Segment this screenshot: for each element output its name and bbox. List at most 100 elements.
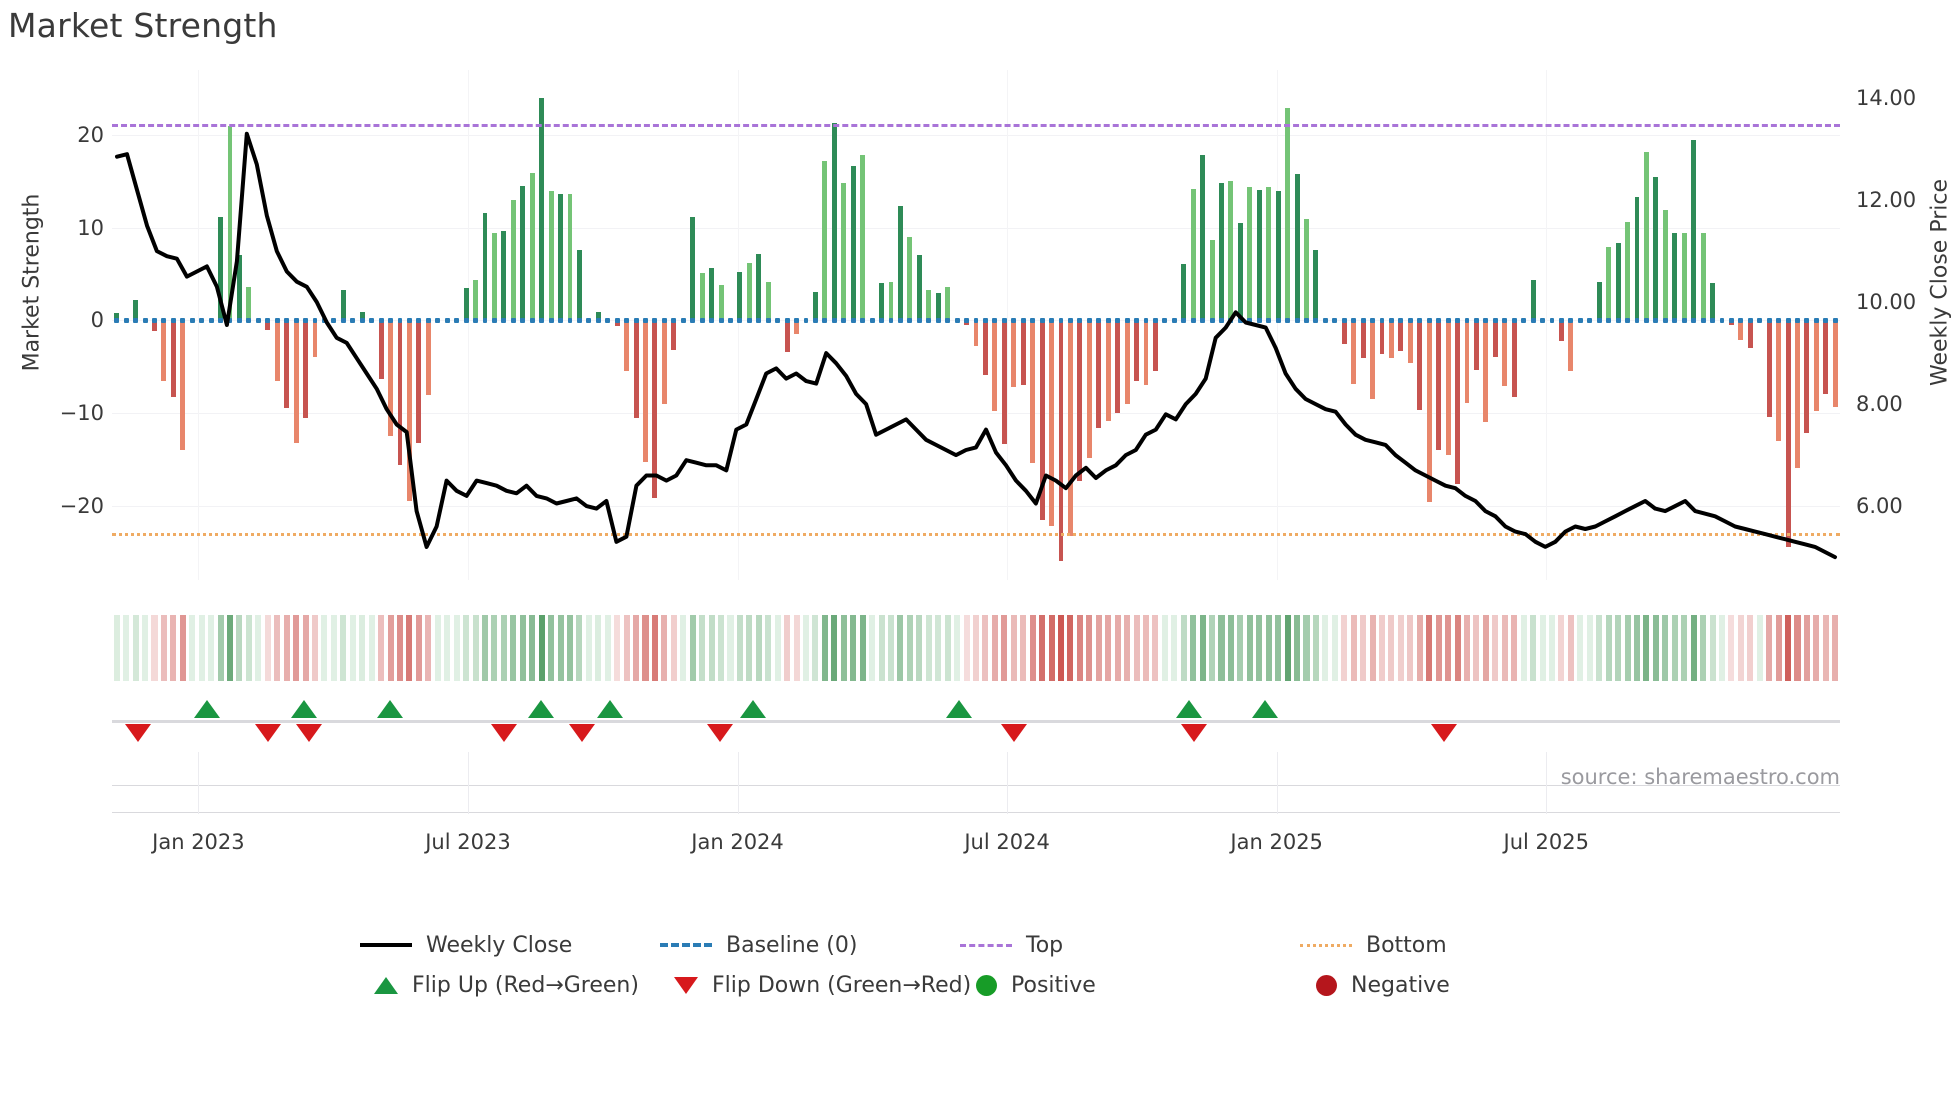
- heat-cell-positive: [1190, 615, 1197, 681]
- bar-positive: [831, 122, 837, 321]
- legend-item-weekly-close[interactable]: Weekly Close: [360, 925, 572, 965]
- baseline-tick: [765, 318, 771, 324]
- heat-cell-negative: [425, 615, 432, 681]
- baseline-tick: [1445, 318, 1451, 324]
- heat-cell-positive: [576, 615, 583, 681]
- frame-rule: [112, 812, 1840, 813]
- heat-cell-positive: [699, 615, 706, 681]
- bar-negative: [1134, 320, 1139, 381]
- bar-negative: [1058, 320, 1064, 562]
- bar-positive: [1530, 280, 1536, 321]
- baseline-tick: [1436, 318, 1442, 324]
- chart-legend: Weekly Close Baseline (0) Top Bottom Flip U…: [360, 925, 1620, 1005]
- bottom-line-swatch: [1300, 943, 1352, 947]
- heat-cell-positive: [132, 615, 139, 681]
- bar-positive: [576, 249, 582, 321]
- baseline-tick: [831, 318, 837, 324]
- legend-label: Top: [1026, 932, 1064, 958]
- heat-cell-negative: [170, 615, 177, 681]
- baseline-tick: [841, 318, 847, 324]
- baseline-tick: [1058, 318, 1064, 324]
- legend-item-flip-up[interactable]: Flip Up (Red→Green): [360, 965, 639, 1005]
- baseline-tick: [860, 318, 866, 324]
- bar-positive: [1266, 186, 1272, 321]
- baseline-tick: [699, 318, 705, 324]
- bar-positive: [1625, 222, 1630, 321]
- baseline-tick: [369, 318, 375, 324]
- legend-item-top[interactable]: Top: [960, 925, 1063, 965]
- heat-cell-negative: [1482, 615, 1489, 681]
- heat-cell-negative: [293, 615, 300, 681]
- baseline-tick: [227, 318, 233, 324]
- bar-negative: [1389, 320, 1394, 359]
- bar-positive: [926, 289, 932, 321]
- heat-cell-positive: [472, 615, 479, 681]
- heat-cell-negative: [1142, 615, 1149, 681]
- heat-cell-negative: [1133, 615, 1140, 681]
- baseline-tick: [1643, 318, 1649, 324]
- baseline-tick: [529, 318, 535, 324]
- baseline-tick: [1086, 318, 1092, 324]
- heat-cell-positive: [1265, 615, 1272, 681]
- heat-cell-negative: [1416, 615, 1423, 681]
- bar-negative: [1426, 320, 1432, 503]
- legend-item-flip-down[interactable]: Flip Down (Green→Red): [660, 965, 971, 1005]
- baseline-tick: [312, 318, 318, 324]
- heat-cell-positive: [1586, 615, 1593, 681]
- bar-negative: [1086, 320, 1092, 458]
- bar-positive: [340, 289, 346, 321]
- baseline-tick: [898, 318, 903, 324]
- heat-cell-positive: [1284, 615, 1291, 681]
- bar-negative: [1407, 320, 1413, 363]
- bar-positive: [558, 194, 563, 321]
- bar-negative: [152, 320, 157, 332]
- baseline-tick: [567, 318, 573, 324]
- baseline-tick: [982, 318, 988, 324]
- bar-positive: [1643, 151, 1649, 321]
- baseline-tick: [1747, 318, 1753, 324]
- bar-positive: [1275, 190, 1281, 321]
- legend-item-baseline[interactable]: Baseline (0): [660, 925, 857, 965]
- bar-negative: [170, 320, 176, 398]
- bar-positive: [1294, 173, 1300, 321]
- heat-cell-positive: [1596, 615, 1603, 681]
- heat-cell-positive: [1180, 615, 1187, 681]
- heat-cell-negative: [982, 615, 989, 681]
- flip-up-marker: [945, 700, 972, 718]
- flip-up-marker: [596, 700, 623, 718]
- legend-item-negative[interactable]: Negative: [1300, 965, 1450, 1005]
- baseline-tick: [1540, 318, 1545, 324]
- heat-cell-negative: [1737, 615, 1744, 681]
- bar-positive: [1710, 283, 1715, 321]
- heat-cell-positive: [821, 615, 828, 681]
- baseline-tick: [284, 318, 290, 324]
- heat-cell-positive: [1161, 615, 1168, 681]
- flip-down-marker: [124, 724, 151, 742]
- baseline-tick: [1615, 318, 1621, 324]
- heat-cell-positive: [368, 615, 375, 681]
- bar-positive: [765, 282, 771, 321]
- heat-cell-positive: [944, 615, 951, 681]
- heat-cell-negative: [670, 615, 677, 681]
- baseline-tick: [397, 318, 403, 324]
- bar-positive: [529, 172, 535, 321]
- heat-cell-positive: [359, 615, 366, 681]
- heat-cell-positive: [500, 615, 507, 681]
- bar-positive: [1313, 249, 1319, 321]
- heat-cell-negative: [1492, 615, 1499, 681]
- bar-negative: [1341, 320, 1347, 344]
- legend-item-bottom[interactable]: Bottom: [1300, 925, 1447, 965]
- baseline-tick: [114, 318, 120, 324]
- heat-cell-negative: [378, 615, 385, 681]
- baseline-tick: [746, 318, 752, 324]
- bar-positive: [709, 268, 715, 321]
- baseline-tick: [303, 318, 309, 324]
- baseline-tick: [661, 318, 667, 324]
- heat-cell-negative: [1001, 615, 1008, 681]
- baseline-tick: [605, 318, 611, 324]
- legend-label: Baseline (0): [726, 932, 858, 958]
- legend-item-positive[interactable]: Positive: [960, 965, 1096, 1005]
- bar-negative: [1492, 320, 1498, 358]
- heat-cell-positive: [321, 615, 328, 681]
- baseline-tick: [822, 318, 828, 324]
